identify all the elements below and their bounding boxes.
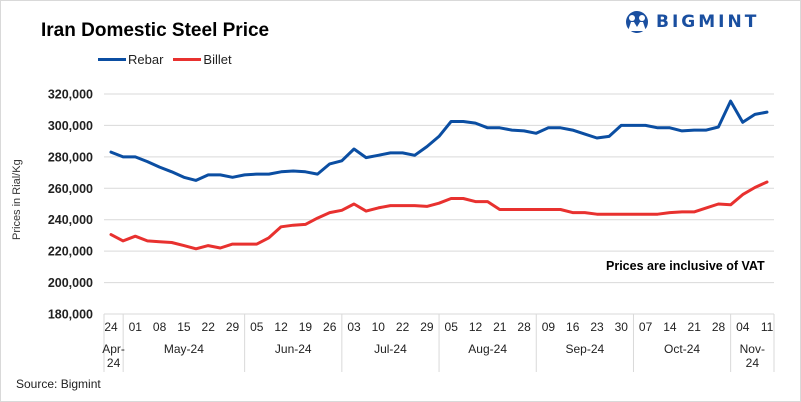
x-tick-label: 01 xyxy=(129,320,143,334)
y-tick-label: 240,000 xyxy=(48,213,93,227)
x-tick-label: 11 xyxy=(761,320,774,334)
month-label: 24 xyxy=(107,356,121,370)
month-label: Jul-24 xyxy=(374,342,407,356)
x-tick-label: 05 xyxy=(445,320,459,334)
x-tick-label: 08 xyxy=(153,320,167,334)
legend-swatch-rebar xyxy=(98,58,126,61)
bigmint-logo: BIGMINT xyxy=(624,10,759,34)
month-label: Sep-24 xyxy=(565,342,604,356)
x-tick-label: 09 xyxy=(542,320,556,334)
legend-swatch-billet xyxy=(173,58,202,61)
x-tick-label: 28 xyxy=(712,320,726,334)
x-tick-label: 21 xyxy=(493,320,507,334)
chart-title: Iran Domestic Steel Price xyxy=(41,20,270,41)
month-label: Nov- xyxy=(740,342,765,356)
series-line-billet xyxy=(109,180,769,251)
brand-name: BIGMINT xyxy=(656,12,760,32)
y-tick-label: 220,000 xyxy=(48,245,93,259)
x-tick-label: 12 xyxy=(469,320,483,334)
x-tick-label: 03 xyxy=(347,320,361,334)
x-tick-label: 30 xyxy=(615,320,629,334)
x-tick-label: 28 xyxy=(517,320,531,334)
x-tick-label: 04 xyxy=(736,320,750,334)
x-tick-label: 24 xyxy=(104,320,118,334)
bigmint-logo-icon xyxy=(626,11,648,33)
legend-item-rebar: Rebar xyxy=(98,52,163,67)
legend-label-rebar: Rebar xyxy=(128,52,164,67)
month-label: Oct-24 xyxy=(664,342,700,356)
x-tick-label: 10 xyxy=(372,320,386,334)
month-label: Aug-24 xyxy=(468,342,507,356)
series-line-rebar xyxy=(109,99,769,182)
month-label: Jun-24 xyxy=(275,342,312,356)
month-label: Apr- xyxy=(102,342,125,356)
x-tick-label: 26 xyxy=(323,320,337,334)
vat-note: Prices are inclusive of VAT xyxy=(606,259,765,273)
x-tick-label: 29 xyxy=(420,320,434,334)
x-tick-label: 23 xyxy=(590,320,604,334)
x-tick-label: 22 xyxy=(396,320,410,334)
x-tick-label: 19 xyxy=(299,320,313,334)
x-tick-label: 12 xyxy=(274,320,288,334)
x-tick-label: 29 xyxy=(226,320,240,334)
x-tick-label: 05 xyxy=(250,320,264,334)
x-tick-label: 14 xyxy=(663,320,677,334)
y-tick-label: 260,000 xyxy=(48,182,93,196)
legend-label-billet: Billet xyxy=(203,52,232,67)
y-tick-label: 300,000 xyxy=(48,119,93,133)
legend: Rebar Billet xyxy=(98,52,242,67)
x-tick-label: 15 xyxy=(177,320,191,334)
month-label: 24 xyxy=(746,356,760,370)
y-tick-label: 180,000 xyxy=(48,308,93,322)
x-tick-label: 21 xyxy=(688,320,702,334)
x-tick-label: 22 xyxy=(202,320,216,334)
source-text: Source: Bigmint xyxy=(16,377,101,391)
legend-item-billet: Billet xyxy=(173,52,232,67)
month-label: May-24 xyxy=(164,342,204,356)
x-tick-label: 07 xyxy=(639,320,653,334)
y-tick-label: 200,000 xyxy=(48,276,93,290)
y-tick-label: 280,000 xyxy=(48,150,93,164)
y-tick-label: 320,000 xyxy=(48,88,93,102)
x-tick-label: 16 xyxy=(566,320,580,334)
